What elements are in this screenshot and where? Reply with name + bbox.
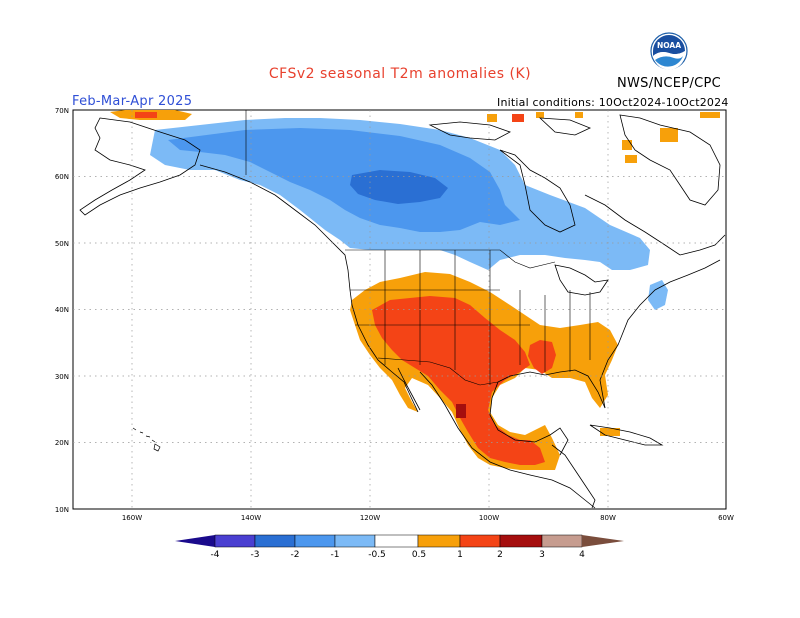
colorbar-label-p4: 4	[579, 550, 585, 560]
warm-anomaly-arctic-2	[512, 114, 524, 122]
border-us-mexico	[377, 357, 499, 386]
coastline-labrador	[584, 194, 726, 256]
lat-label-60: 60N	[55, 173, 69, 181]
cold-anomaly-medium-blue	[168, 128, 520, 232]
coastline-california	[351, 304, 419, 413]
colorbar-segment-p05-p1	[417, 534, 461, 548]
colorbar-label-p2: 2	[497, 550, 503, 560]
colorbar-segment-p1-p2	[459, 534, 501, 548]
warm-anomaly-dark-red	[456, 404, 466, 418]
colorbar-label-p05: 0.5	[412, 550, 426, 560]
colorbar-segment-m2-m1	[294, 534, 336, 548]
coastline-mexico-pacific	[419, 371, 596, 509]
lat-label-70: 70N	[55, 107, 69, 115]
border-us-states-2	[350, 289, 591, 372]
lon-label-120: 120W	[360, 514, 380, 522]
coastline-pacific-nw	[199, 164, 353, 306]
logo-text: NOAA	[657, 41, 681, 50]
lat-label-10: 10N	[55, 506, 69, 514]
warm-anomaly-arctic-4	[575, 112, 583, 118]
colorbar-segment-m1-m05	[334, 534, 376, 548]
warm-anomaly-arctic-1	[487, 114, 497, 122]
colorbar-segment-gt-p4	[582, 535, 624, 547]
coastline-central-america	[551, 444, 596, 509]
latitude-labels: 70N 60N 50N 40N 30N 20N 10N	[55, 107, 69, 514]
lat-label-50: 50N	[55, 240, 69, 248]
coastline-hudson-bay	[499, 149, 576, 233]
colorbar: -4 -3 -2 -1 -0.5 0.5 1 2 3 4	[175, 534, 624, 560]
lat-label-40: 40N	[55, 306, 69, 314]
coastline-cuba	[589, 424, 664, 446]
noaa-logo: NOAA	[650, 32, 688, 70]
lon-label-80: 80W	[600, 514, 616, 522]
coastline-great-lakes	[554, 264, 609, 296]
colorbar-label-m2: -2	[291, 550, 300, 560]
coastline-baja	[397, 367, 421, 411]
political-borders	[245, 110, 591, 386]
colorbar-segment-m3-m2	[254, 534, 296, 548]
colorbar-label-m3: -3	[251, 550, 260, 560]
warm-anomaly-arctic-3	[536, 112, 544, 118]
warm-anomaly-cuba	[600, 428, 620, 436]
coastline-gulf	[497, 369, 606, 409]
coastline-arctic-islands	[428, 117, 592, 141]
colorbar-segment-p3-p4	[541, 534, 583, 548]
border-us-states-1	[384, 250, 491, 385]
colorbar-segment-neutral	[374, 534, 419, 548]
border-us-canada	[345, 249, 556, 269]
gridlines	[73, 110, 726, 509]
colorbar-label-p3: 3	[539, 550, 545, 560]
agency-label: NWS/NCEP/CPC	[617, 76, 722, 91]
cold-anomaly-dark-blue	[350, 170, 448, 204]
lon-label-100: 100W	[479, 514, 499, 522]
colorbar-label-m05: -0.5	[368, 550, 386, 560]
coastline-east	[599, 259, 721, 409]
warm-anomaly-greenland-2	[622, 140, 632, 150]
hawaii-islands	[132, 427, 161, 452]
warm-anomaly-red	[372, 296, 545, 465]
cold-anomaly-light-blue-east	[648, 280, 668, 310]
lat-label-30: 30N	[55, 373, 69, 381]
lon-label-140: 140W	[241, 514, 261, 522]
colorbar-segment-p2-p3	[499, 534, 543, 548]
colorbar-labels: -4 -3 -2 -1 -0.5 0.5 1 2 3 4	[211, 550, 586, 560]
colorbar-segment-m4-m3	[214, 534, 256, 548]
warm-anomaly-red-southeast	[528, 340, 556, 374]
warm-anomaly-greenland-1	[660, 128, 678, 142]
coastline-greenland	[619, 114, 721, 206]
lon-label-160: 160W	[122, 514, 142, 522]
colorbar-segment-lt-m4	[175, 535, 215, 547]
season-label: Feb-Mar-Apr 2025	[72, 94, 193, 109]
colorbar-label-m4: -4	[211, 550, 220, 560]
warm-anomaly-greenland-3	[625, 155, 637, 163]
coastline-mexico-gulf	[489, 381, 569, 456]
chart-title: CFSv2 seasonal T2m anomalies (K)	[268, 66, 532, 82]
lon-label-60: 60W	[718, 514, 734, 522]
coastline-alaska	[79, 117, 201, 216]
initial-conditions-label: Initial conditions: 10Oct2024-10Oct2024	[497, 96, 729, 109]
colorbar-label-m1: -1	[331, 550, 340, 560]
coastlines	[79, 114, 726, 509]
colorbar-label-p1: 1	[457, 550, 463, 560]
warm-anomaly-greenland-4	[700, 112, 720, 118]
longitude-labels: 160W 140W 120W 100W 80W 60W	[122, 514, 734, 522]
anomaly-regions	[110, 110, 720, 470]
lat-label-20: 20N	[55, 439, 69, 447]
warm-anomaly-alaska-north-red	[135, 112, 157, 118]
